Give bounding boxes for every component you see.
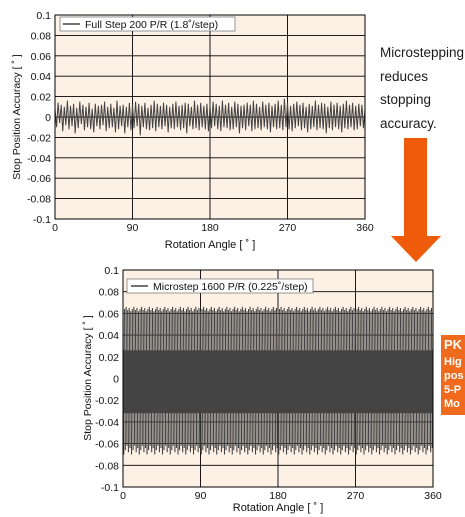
y-tick-label: -0.04 bbox=[27, 153, 51, 165]
y-tick-label: 0.02 bbox=[31, 92, 52, 104]
x-tick-labels: 0 90 180 270 360 bbox=[52, 222, 374, 234]
plot-frame bbox=[54, 14, 366, 220]
y-tick-label: 0 bbox=[113, 374, 119, 386]
x-tick-label: 0 bbox=[120, 490, 126, 502]
badge-text: Hig pos 5-P Mo bbox=[444, 356, 464, 410]
y-tick-label: 0.02 bbox=[99, 352, 120, 364]
plot-frame bbox=[122, 269, 434, 488]
chart-microstep: 0.1 0.08 0.06 0.04 0.02 0 -0.02 -0.04 -0.06 -0.08… bbox=[82, 265, 442, 514]
x-tick-label: 90 bbox=[195, 490, 207, 502]
x-tick-label: 360 bbox=[424, 490, 442, 502]
y-tick-label: 0.1 bbox=[104, 265, 119, 277]
y-tick-label: -0.02 bbox=[27, 132, 51, 144]
x-tick-label: 270 bbox=[279, 222, 297, 234]
y-tick-label: 0.08 bbox=[31, 30, 52, 42]
y-tick-label: 0.06 bbox=[99, 308, 120, 320]
x-tick-label: 0 bbox=[52, 222, 58, 234]
legend-label: Microstep 1600 P/R (0.225˚/step) bbox=[153, 281, 308, 293]
x-tick-labels: 0 90 180 270 360 bbox=[120, 490, 442, 502]
legend-label: Full Step 200 P/R (1.8˚/step) bbox=[85, 19, 218, 31]
y-tick-label: -0.06 bbox=[95, 439, 119, 451]
x-tick-label: 90 bbox=[127, 222, 139, 234]
x-axis-label: Rotation Angle [ ˚ ] bbox=[165, 239, 256, 251]
y-axis-label: Stop Position Accuracy [ ˚ ] bbox=[82, 315, 94, 441]
y-tick-label: 0.08 bbox=[99, 287, 120, 299]
y-tick-label: -0.06 bbox=[27, 173, 51, 185]
y-tick-labels: 0.1 0.08 0.06 0.04 0.02 0 -0.02 -0.04 -0.06 -0.08… bbox=[95, 265, 119, 494]
y-tick-label: -0.04 bbox=[95, 417, 119, 429]
y-tick-label: -0.02 bbox=[95, 395, 119, 407]
x-tick-label: 180 bbox=[201, 222, 219, 234]
series-microstep-band bbox=[123, 350, 433, 414]
x-tick-label: 360 bbox=[356, 222, 374, 234]
y-tick-label: 0.04 bbox=[31, 71, 52, 83]
y-tick-label: -0.08 bbox=[95, 460, 119, 472]
y-tick-label: -0.1 bbox=[33, 214, 51, 226]
y-tick-label: 0.06 bbox=[31, 51, 52, 63]
x-tick-label: 180 bbox=[269, 490, 287, 502]
y-tick-labels: 0.1 0.08 0.06 0.04 0.02 0 -0.02 -0.04 -0.06 -0.08… bbox=[27, 10, 51, 226]
caption: Microstepping reduces stopping accuracy. bbox=[380, 45, 465, 131]
x-axis-label: Rotation Angle [ ˚ ] bbox=[233, 502, 324, 514]
y-tick-label: -0.08 bbox=[27, 194, 51, 206]
chart-full-step: 0.1 0.08 0.06 0.04 0.02 0 -0.02 -0.04 -0.06 -0.08… bbox=[11, 10, 374, 251]
y-tick-label: 0 bbox=[45, 112, 51, 124]
y-tick-label: 0.1 bbox=[36, 10, 51, 22]
legend-box bbox=[126, 278, 314, 294]
legend-box bbox=[59, 16, 236, 32]
down-arrow-icon bbox=[391, 138, 441, 262]
badge-title: PK bbox=[444, 337, 463, 352]
x-tick-label: 270 bbox=[347, 490, 365, 502]
product-badge: PK Hig pos 5-P Mo bbox=[441, 335, 465, 415]
series-full-step bbox=[55, 98, 365, 136]
y-axis-label: Stop Position Accuracy [ ˚ ] bbox=[11, 54, 23, 180]
y-tick-label: -0.1 bbox=[101, 482, 119, 494]
y-tick-label: 0.04 bbox=[99, 330, 120, 342]
